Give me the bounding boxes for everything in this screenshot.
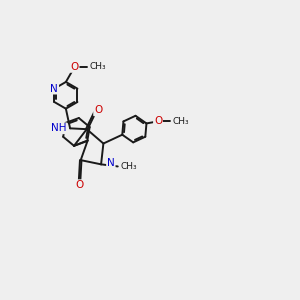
Text: CH₃: CH₃: [120, 162, 137, 171]
Text: O: O: [154, 116, 162, 126]
Text: O: O: [94, 105, 102, 116]
Text: NH: NH: [51, 123, 67, 133]
Text: CH₃: CH₃: [172, 117, 189, 126]
Text: O: O: [70, 62, 79, 72]
Text: N: N: [50, 84, 58, 94]
Text: O: O: [75, 180, 84, 190]
Text: N: N: [107, 158, 115, 168]
Text: CH₃: CH₃: [89, 62, 106, 71]
